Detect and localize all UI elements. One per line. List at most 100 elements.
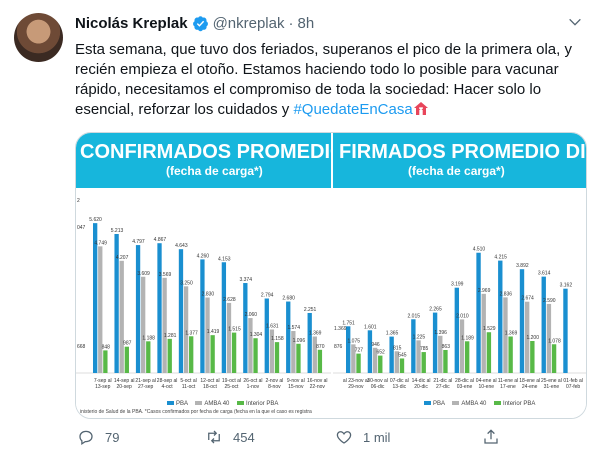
- reply-icon[interactable]: [77, 428, 95, 446]
- data-label: 4.510: [473, 247, 486, 253]
- bar-pba: [243, 283, 248, 373]
- data-label: 2.590: [543, 298, 556, 304]
- tick-label: 25-ene al: [541, 378, 562, 384]
- bar-interior-pba: [231, 332, 237, 373]
- bar-amba-40: [546, 303, 552, 373]
- data-label: 1.601: [364, 324, 377, 330]
- chart-footnote: inisterio de Salud de la PBA. *Casos con…: [80, 409, 312, 415]
- tick-label: al 23-nov al: [343, 378, 369, 384]
- partial-data-label: 2: [77, 198, 80, 204]
- tick-label: 1-nov: [247, 384, 260, 390]
- bar-amba-40: [141, 276, 146, 373]
- like-button[interactable]: 1 mil: [335, 428, 390, 446]
- bar-pba: [200, 259, 205, 373]
- tick-label: 10-ene: [478, 384, 494, 390]
- data-label: 3.614: [538, 271, 551, 277]
- tick-label: 13-dic: [393, 384, 407, 390]
- data-label: 4.153: [218, 256, 231, 262]
- bar-amba-40: [524, 301, 530, 373]
- legend-swatch-interior: [237, 401, 245, 406]
- bar-amba-40: [248, 318, 253, 373]
- tick-label: 29-nov: [348, 384, 364, 390]
- data-label: 1.189: [461, 335, 474, 341]
- bar-interior-pba: [167, 338, 172, 373]
- tick-label: 27-sep: [138, 384, 154, 390]
- tick-label: 19-oct al: [222, 378, 241, 384]
- chart-legend: PBA AMBA 40 Interior PBA: [418, 401, 535, 407]
- data-label: 2.674: [521, 296, 534, 302]
- legend-swatch-amba: [195, 401, 203, 406]
- bar-pba: [264, 298, 269, 373]
- bar-amba-40: [394, 351, 400, 373]
- data-label: 1.075: [348, 338, 361, 344]
- data-label: 1.158: [271, 336, 284, 342]
- bar-amba-40: [205, 297, 210, 373]
- data-label: 1.281: [164, 333, 177, 339]
- data-label: 2.060: [245, 312, 258, 318]
- share-icon[interactable]: [482, 428, 500, 446]
- bar-amba-40: [291, 331, 296, 373]
- bar-amba-40: [269, 329, 275, 373]
- bar-pba: [432, 312, 438, 373]
- legend-interior: Interior PBA: [503, 401, 536, 407]
- data-label: 4.749: [94, 240, 107, 246]
- data-label: 5.213: [111, 228, 124, 234]
- retweet-button[interactable]: 454: [205, 428, 255, 446]
- tick-label: 8-nov: [268, 384, 281, 390]
- author-name[interactable]: Nicolás Kreplak: [75, 15, 188, 32]
- share-button[interactable]: [482, 428, 510, 446]
- handle[interactable]: @nkreplak: [212, 15, 285, 32]
- data-label: 3.250: [180, 280, 193, 286]
- chart-legend: PBA AMBA 40 Interior PBA: [161, 401, 278, 407]
- data-label: 946: [371, 342, 380, 348]
- legend-swatch-amba: [452, 401, 460, 406]
- legend-amba: AMBA 40: [461, 401, 487, 407]
- heart-icon[interactable]: [335, 428, 353, 446]
- data-label: 3.199: [451, 282, 464, 288]
- tick-label: 03-ene: [457, 384, 473, 390]
- chart-banner: [76, 133, 331, 188]
- bar-interior-pba: [210, 335, 215, 373]
- bar-amba-40: [183, 286, 189, 373]
- reply-button[interactable]: 79: [77, 428, 119, 446]
- tweet-actions: 79 454 1 mil: [75, 428, 585, 448]
- tick-label: 20-sep: [117, 384, 133, 390]
- data-label: 1.419: [207, 329, 220, 335]
- timestamp[interactable]: 8h: [297, 15, 315, 32]
- tick-label: 07-feb: [566, 384, 580, 390]
- tick-label: 31-ene: [544, 384, 560, 390]
- bar-interior-pba: [296, 343, 301, 373]
- bar-interior-pba: [124, 346, 129, 373]
- data-label: 1.096: [293, 338, 306, 344]
- bar-pba: [519, 269, 525, 373]
- chevron-down-icon[interactable]: [567, 14, 583, 30]
- retweet-icon[interactable]: [205, 428, 223, 446]
- tick-label: 07-dic al: [390, 378, 409, 384]
- avatar[interactable]: [14, 13, 63, 62]
- more-options[interactable]: [567, 14, 583, 35]
- tick-label: 2-nov al: [265, 378, 283, 384]
- chart-image-2[interactable]: FIRMADOS PROMEDIO DIA (fecha de carga*) …: [333, 133, 586, 418]
- bar-pba: [286, 301, 291, 373]
- chart-image-1[interactable]: CONFIRMADOS PROMEDIO DIAR (fecha de carg…: [76, 133, 333, 418]
- data-label: 5.620: [89, 217, 102, 223]
- data-label: 727: [355, 348, 364, 354]
- tweet-body: Esta semana, que tuvo dos feriados, supe…: [75, 41, 572, 118]
- bar-pba: [411, 319, 416, 373]
- hashtag-link[interactable]: #QuedateEnCasa: [293, 101, 413, 118]
- legend-pba: PBA: [176, 401, 188, 407]
- data-label: 3.162: [560, 283, 573, 289]
- tick-label: 15-nov: [288, 384, 304, 390]
- bar-interior-pba: [378, 355, 383, 373]
- data-label: 3.374: [239, 277, 252, 283]
- chart-title: FIRMADOS PROMEDIO DIA: [339, 141, 586, 163]
- legend-amba: AMBA 40: [204, 401, 230, 407]
- tweet-text: Esta semana, que tuvo dos feriados, supe…: [75, 40, 585, 120]
- bar-interior-pba: [443, 349, 448, 373]
- tick-label: 7-sep al: [94, 378, 112, 384]
- chart-subtitle: (fecha de carga*): [166, 164, 263, 178]
- media-grid[interactable]: CONFIRMADOS PROMEDIO DIAR (fecha de carg…: [75, 132, 587, 419]
- bar-interior-pba: [253, 338, 258, 373]
